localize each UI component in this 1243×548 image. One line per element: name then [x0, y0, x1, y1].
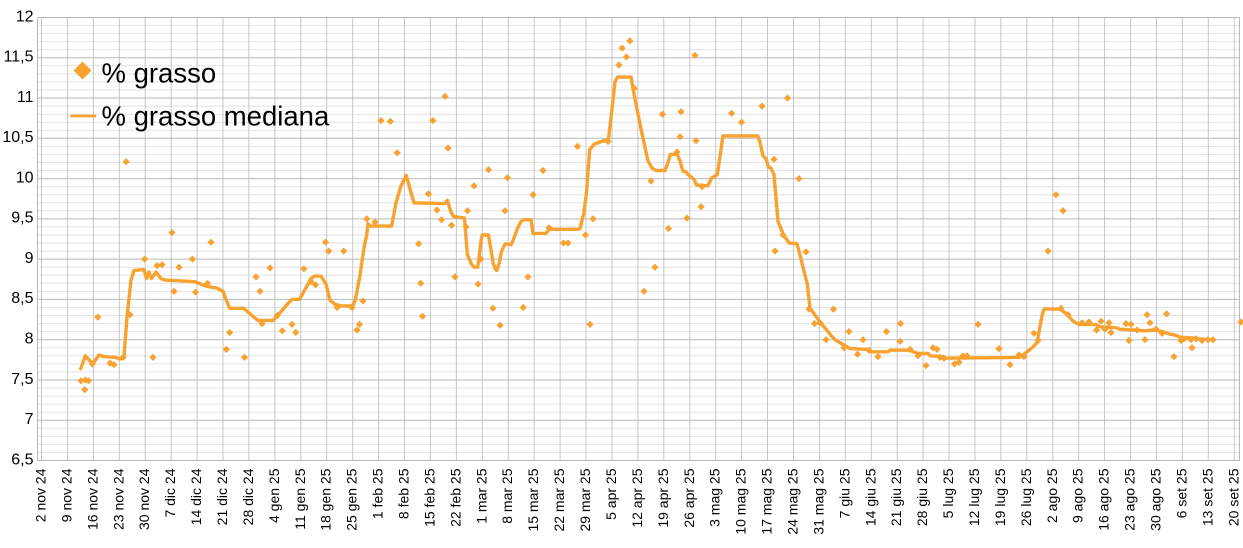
svg-text:% grasso mediana: % grasso mediana	[102, 101, 330, 132]
svg-text:23 ago 25: 23 ago 25	[1122, 468, 1138, 530]
svg-text:10,5: 10,5	[2, 129, 33, 146]
svg-text:26 lug 25: 26 lug 25	[1018, 468, 1034, 526]
svg-text:20 set 25: 20 set 25	[1225, 468, 1241, 526]
svg-text:12: 12	[16, 8, 34, 25]
svg-text:2 nov 24: 2 nov 24	[33, 468, 49, 522]
svg-text:18 gen 25: 18 gen 25	[318, 468, 334, 530]
svg-text:12 apr 25: 12 apr 25	[629, 468, 645, 527]
svg-text:11 gen 25: 11 gen 25	[292, 468, 308, 529]
svg-text:17 mag 25: 17 mag 25	[759, 468, 775, 534]
svg-text:1 feb 25: 1 feb 25	[370, 468, 386, 519]
svg-text:11: 11	[17, 89, 34, 106]
svg-text:28 dic 24: 28 dic 24	[240, 468, 256, 525]
svg-text:11,5: 11,5	[4, 49, 34, 66]
svg-text:14 giu 25: 14 giu 25	[862, 468, 878, 526]
svg-text:31 mag 25: 31 mag 25	[810, 468, 826, 534]
svg-text:21 dic 24: 21 dic 24	[214, 468, 230, 525]
svg-text:3 mag 25: 3 mag 25	[707, 468, 723, 527]
svg-text:4 gen 25: 4 gen 25	[266, 468, 282, 523]
svg-text:9 ago 25: 9 ago 25	[1070, 468, 1086, 523]
svg-text:23 nov 24: 23 nov 24	[110, 468, 126, 530]
svg-text:25 gen 25: 25 gen 25	[344, 468, 360, 530]
svg-text:15 feb 25: 15 feb 25	[421, 468, 437, 527]
svg-text:7 giu 25: 7 giu 25	[836, 468, 852, 518]
svg-text:8 feb 25: 8 feb 25	[396, 468, 412, 519]
svg-text:12 lug 25: 12 lug 25	[966, 468, 982, 526]
svg-text:28 giu 25: 28 giu 25	[914, 468, 930, 526]
svg-text:10 mag 25: 10 mag 25	[733, 468, 749, 534]
svg-text:13 set 25: 13 set 25	[1199, 468, 1215, 526]
svg-text:14 dic 24: 14 dic 24	[188, 468, 204, 525]
svg-text:19 lug 25: 19 lug 25	[992, 468, 1008, 526]
svg-text:15 mar 25: 15 mar 25	[525, 468, 541, 531]
svg-text:16 ago 25: 16 ago 25	[1096, 468, 1112, 530]
svg-text:5 lug 25: 5 lug 25	[940, 468, 956, 518]
svg-text:7,5: 7,5	[11, 371, 33, 388]
svg-text:22 feb 25: 22 feb 25	[447, 468, 463, 527]
svg-text:% grasso: % grasso	[102, 58, 217, 89]
svg-text:21 giu 25: 21 giu 25	[888, 468, 904, 526]
svg-text:30 ago 25: 30 ago 25	[1148, 468, 1164, 530]
svg-text:5 apr 25: 5 apr 25	[603, 468, 619, 520]
svg-text:9 nov 24: 9 nov 24	[58, 468, 74, 522]
svg-text:22 mar 25: 22 mar 25	[551, 468, 567, 531]
svg-text:1 mar 25: 1 mar 25	[473, 468, 489, 523]
svg-text:19 apr 25: 19 apr 25	[655, 468, 671, 527]
svg-text:9,5: 9,5	[11, 210, 33, 227]
svg-text:29 mar 25: 29 mar 25	[577, 468, 593, 531]
svg-text:6 set 25: 6 set 25	[1173, 468, 1189, 518]
svg-text:6,5: 6,5	[11, 451, 33, 468]
svg-text:7 dic 24: 7 dic 24	[162, 468, 178, 517]
svg-text:9: 9	[25, 250, 34, 267]
svg-text:16 nov 24: 16 nov 24	[84, 468, 100, 530]
svg-text:8: 8	[25, 331, 34, 348]
svg-text:8,5: 8,5	[11, 290, 33, 307]
svg-text:26 apr 25: 26 apr 25	[681, 468, 697, 527]
svg-text:24 mag 25: 24 mag 25	[785, 468, 801, 534]
svg-text:8 mar 25: 8 mar 25	[499, 468, 515, 523]
svg-text:2 ago 25: 2 ago 25	[1044, 468, 1060, 523]
svg-text:10: 10	[16, 169, 34, 186]
svg-text:30 nov 24: 30 nov 24	[136, 468, 152, 530]
svg-text:7: 7	[25, 411, 34, 428]
